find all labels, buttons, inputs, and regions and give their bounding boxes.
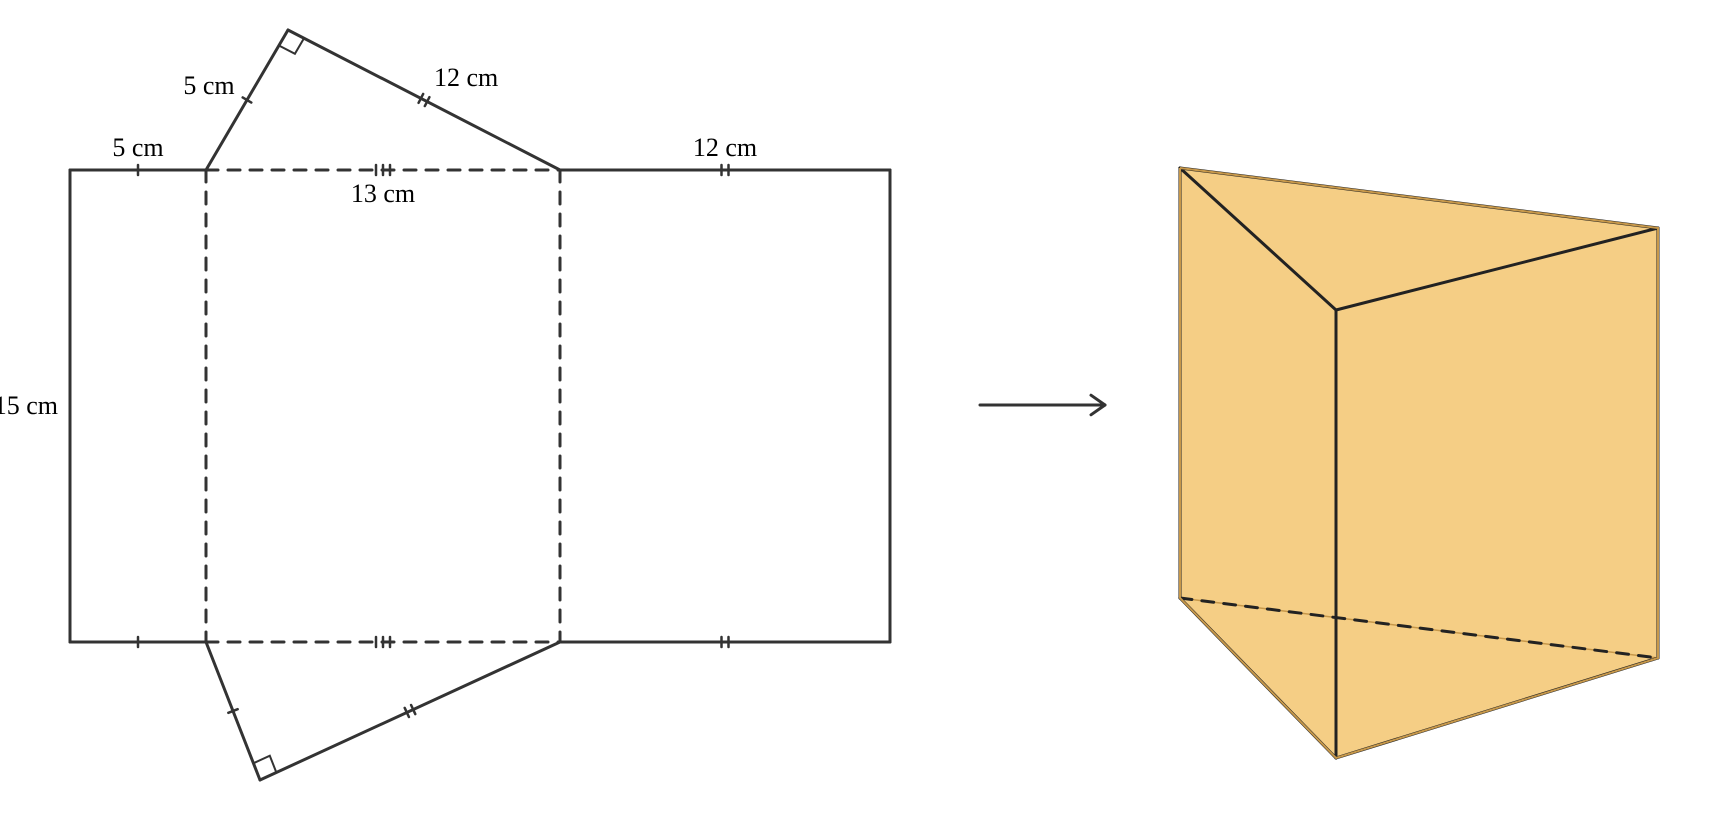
transform-arrow — [980, 395, 1105, 415]
label-5cm-rect: 5 cm — [112, 133, 163, 162]
label-13cm: 13 cm — [351, 179, 415, 208]
label-5cm-tri: 5 cm — [183, 71, 234, 100]
net-diagram: 5 cm 5 cm 12 cm 13 cm 12 cm 15 cm — [0, 30, 890, 780]
label-12cm-tri: 12 cm — [434, 63, 498, 92]
label-12cm-rect: 12 cm — [693, 133, 757, 162]
prism-3d — [1180, 168, 1658, 758]
label-15cm: 15 cm — [0, 391, 58, 420]
